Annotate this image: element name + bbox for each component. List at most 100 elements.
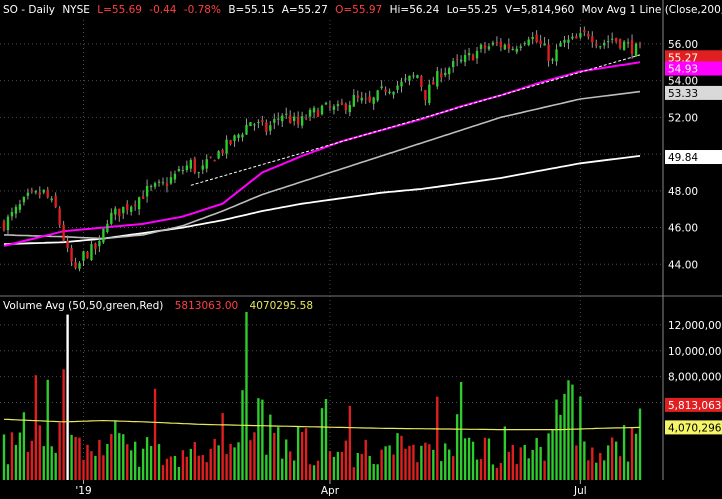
header-last: L=55.69 [97, 4, 142, 16]
candle-body [34, 191, 37, 193]
volume-bar [98, 439, 101, 480]
volume-bar [10, 432, 14, 480]
axes: 56.0054.0052.0050.0048.0046.0044.0012,00… [75, 39, 722, 497]
volume-bar [467, 437, 471, 480]
volume-bar [527, 458, 530, 480]
volume-bar [595, 462, 598, 480]
volume-bar [416, 462, 419, 480]
volume-bar [551, 428, 554, 480]
candle-body [70, 247, 73, 262]
volume-bar [495, 468, 499, 480]
price-value-tag-bg [665, 61, 722, 76]
volume-bar [630, 427, 634, 480]
volume-bar [241, 390, 244, 480]
volume-bar [245, 312, 248, 480]
volume-tick-label: 8,000,000 [668, 372, 721, 384]
candle-body [595, 43, 598, 46]
candle-body [412, 75, 415, 77]
volume-bar [22, 412, 26, 480]
volume-bar [130, 450, 133, 480]
candle-body [547, 44, 550, 61]
volume-bars [2, 312, 642, 480]
volume-bar [66, 314, 69, 480]
volume-bar [507, 451, 511, 480]
candle-body [233, 135, 236, 141]
candle-body [261, 120, 264, 122]
volume-bar [296, 426, 300, 480]
volume-bar [336, 451, 340, 480]
candle-body [277, 118, 280, 120]
candle-body [141, 196, 145, 199]
candle-body [229, 140, 232, 145]
volume-bar [575, 445, 578, 480]
volume-bar [384, 446, 387, 480]
price-value-tag-bg [665, 85, 722, 100]
volume-bar [189, 448, 193, 480]
volume-bar [54, 452, 57, 480]
volume-value-tag: 4,070,296 [668, 422, 722, 434]
volume-bar [181, 450, 185, 480]
candle-body [555, 49, 558, 62]
volume-bar [535, 437, 538, 480]
volume-bar [487, 438, 491, 480]
volume-bar [471, 441, 475, 480]
candle-body [571, 36, 574, 39]
volume-bar [563, 393, 566, 480]
header-ask: A=55.27 [282, 4, 328, 16]
candle-body [376, 90, 379, 101]
volume-bar [292, 460, 296, 480]
volume-bar [229, 443, 232, 480]
candle-body [58, 208, 61, 226]
volume-tick-label: 10,000,000 [668, 346, 722, 358]
candle-body [217, 151, 220, 159]
candle-body [626, 42, 630, 44]
candle-body [618, 39, 622, 49]
candle-body [308, 109, 312, 117]
volume-bar [626, 461, 630, 480]
volume-bar [388, 445, 391, 480]
candle-body [30, 190, 34, 192]
candle-body [332, 106, 336, 110]
volume-bar [491, 464, 495, 480]
candle-body [110, 212, 113, 224]
volume-bar [217, 445, 220, 480]
candle-body [451, 61, 455, 68]
candle-body [102, 228, 105, 243]
volume-value-1: 5813063.00 [175, 300, 238, 312]
candle-body [177, 168, 181, 171]
volume-bar [344, 440, 348, 480]
candle-body [157, 181, 161, 183]
volume-bar [543, 460, 546, 480]
time-tick-label: Apr [321, 485, 340, 497]
candle-body [368, 96, 371, 102]
volume-bar [137, 466, 141, 480]
price-tick-label: 44.00 [668, 259, 698, 271]
candle-body [66, 240, 69, 249]
candle-body [78, 263, 81, 269]
volume-bar [392, 454, 395, 480]
candle-body [515, 48, 518, 52]
time-tick-label: Jul [573, 485, 587, 497]
volume-bar [614, 441, 618, 480]
candle-body [213, 160, 216, 162]
candle-body [388, 91, 391, 93]
candle-body [82, 251, 85, 261]
candle-body [245, 124, 248, 135]
volume-bar [38, 425, 41, 480]
candle-body [579, 33, 582, 38]
candle-body [539, 40, 542, 45]
volume-bar [209, 448, 212, 480]
header-change: -0.44 [149, 4, 176, 16]
candle-body [320, 105, 324, 115]
candle-body [614, 38, 618, 42]
volume-bar [440, 461, 443, 480]
candle-body [467, 53, 471, 56]
candle-body [130, 206, 133, 212]
volume-value-2: 4070295.58 [250, 300, 313, 312]
candle-body [348, 104, 352, 113]
candle-body [253, 124, 256, 126]
candle-body [463, 54, 467, 62]
volume-bar [205, 462, 208, 480]
candle-body [527, 39, 530, 45]
volume-title: Volume Avg (50,50,green,Red) [3, 300, 163, 312]
